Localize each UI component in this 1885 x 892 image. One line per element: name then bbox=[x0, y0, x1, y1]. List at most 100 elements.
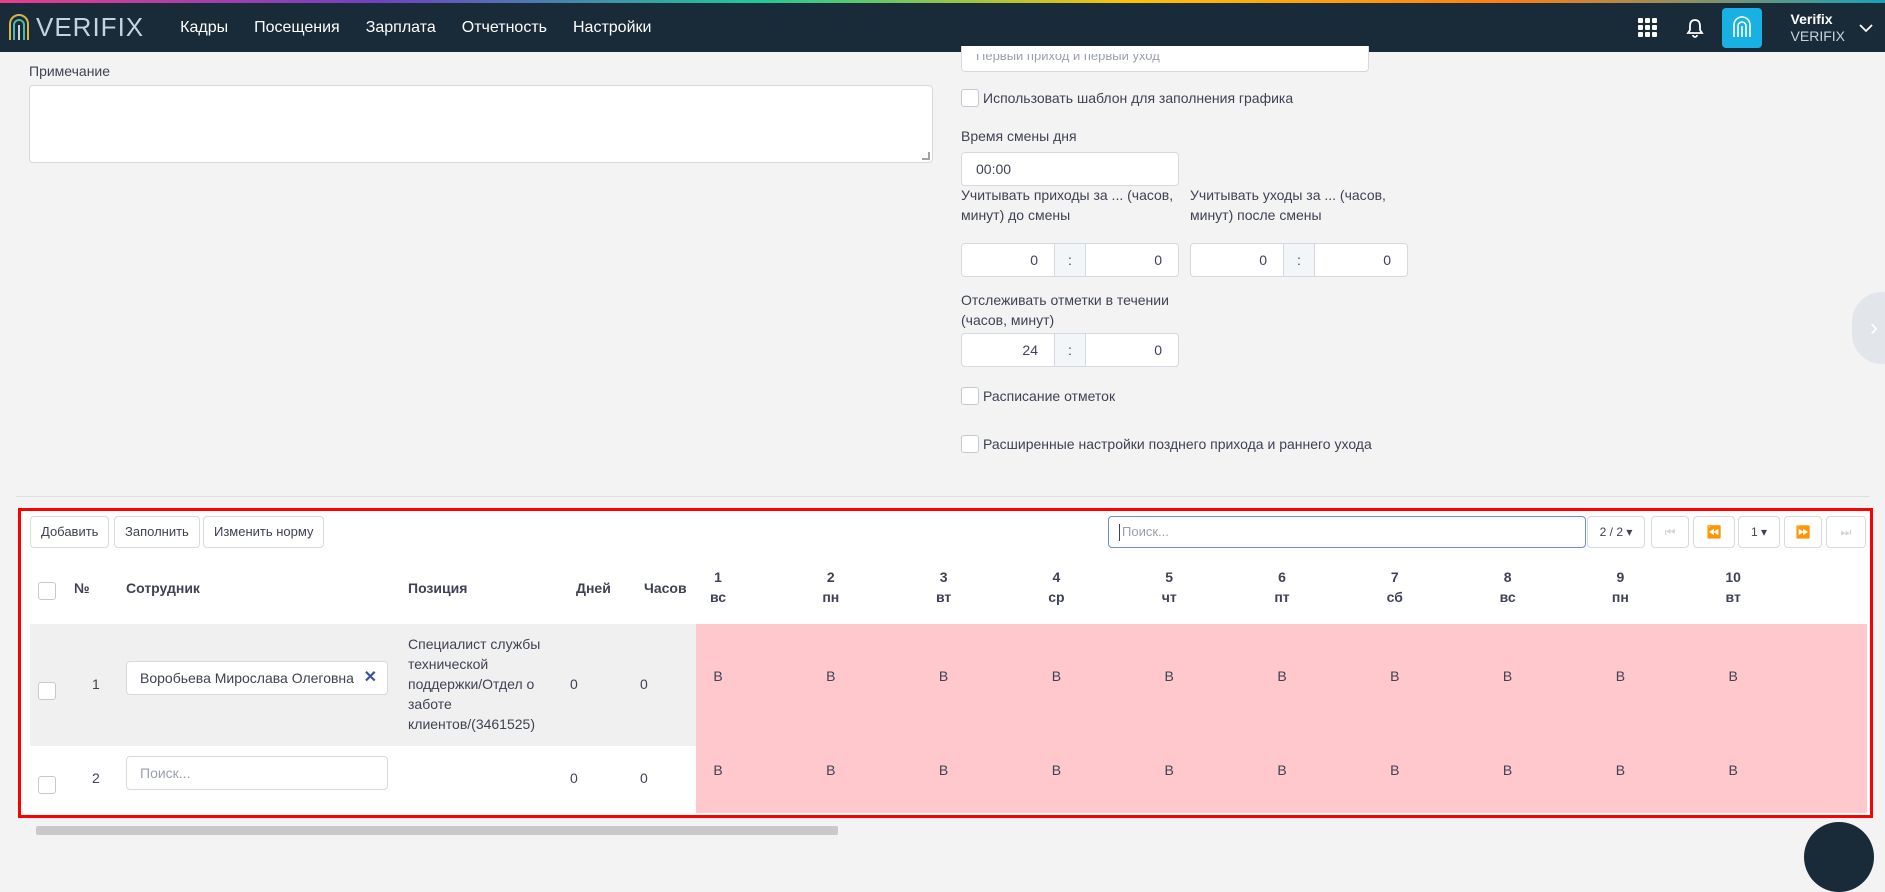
app-logo[interactable]: VERIFIX bbox=[6, 3, 144, 52]
day-header-4[interactable]: 4 ср bbox=[1048, 569, 1065, 605]
day-cell[interactable]: В bbox=[1502, 668, 1513, 684]
departures-label-line1: Учитывать уходы за ... (часов, bbox=[1190, 187, 1386, 203]
track-minutes-input[interactable]: 0 bbox=[1085, 333, 1179, 367]
page-count-dropdown[interactable]: 2 / 2 ▾ bbox=[1587, 516, 1645, 548]
apps-grid-icon[interactable] bbox=[1637, 17, 1658, 38]
day-cell[interactable]: В bbox=[1615, 668, 1626, 684]
arrivals-label-line2: минут) до смены bbox=[961, 207, 1071, 223]
arrivals-colon: : bbox=[1055, 243, 1085, 277]
day-cell[interactable]: В bbox=[1390, 668, 1400, 684]
arrivals-minutes-input[interactable]: 0 bbox=[1085, 243, 1179, 277]
col-position-header[interactable]: Позиция bbox=[408, 580, 468, 596]
track-colon: : bbox=[1055, 333, 1085, 367]
change-norm-button[interactable]: Изменить норму bbox=[203, 516, 325, 548]
add-button[interactable]: Добавить bbox=[30, 516, 110, 548]
marks-mode-select[interactable]: Первый приход и первый уход bbox=[961, 46, 1369, 72]
day-header-6[interactable]: 6 пт bbox=[1274, 569, 1290, 605]
day-cell[interactable]: В bbox=[1164, 762, 1174, 778]
day-cell[interactable]: В bbox=[1615, 762, 1626, 778]
day-cell[interactable]: В bbox=[713, 668, 723, 684]
table-row: 1 Воробьева Мирослава Олеговна ✕ Специал… bbox=[30, 624, 1867, 746]
advanced-settings-label: Расширенные настройки позднего прихода и… bbox=[983, 436, 1372, 452]
day-cell[interactable]: В bbox=[826, 668, 836, 684]
prev-page-button[interactable]: ⏪ bbox=[1693, 516, 1735, 548]
day-cell[interactable]: В bbox=[1051, 762, 1062, 778]
top-color-stripe bbox=[0, 0, 1885, 3]
day-cell[interactable]: В bbox=[1390, 762, 1400, 778]
day-cell[interactable]: В bbox=[1051, 668, 1062, 684]
track-hours-input[interactable]: 24 bbox=[961, 333, 1055, 367]
shift-time-input[interactable]: 00:00 bbox=[961, 152, 1179, 186]
day-header-5[interactable]: 5 чт bbox=[1161, 569, 1177, 605]
day-header-3[interactable]: 3 вт bbox=[935, 569, 952, 605]
day-cell[interactable]: В bbox=[1728, 668, 1738, 684]
day-cell[interactable]: В bbox=[713, 762, 723, 778]
departures-hours-input[interactable]: 0 bbox=[1190, 243, 1284, 277]
col-days-header[interactable]: Дней bbox=[576, 580, 611, 596]
table-search-input[interactable]: Поиск... bbox=[1108, 516, 1586, 548]
day-cell[interactable]: В bbox=[826, 762, 836, 778]
day-header-7[interactable]: 7 сб bbox=[1386, 569, 1403, 605]
departures-minutes-input[interactable]: 0 bbox=[1314, 243, 1408, 277]
section-divider bbox=[16, 496, 1870, 497]
marks-mode-value: Первый приход и первый уход bbox=[976, 48, 1160, 63]
page-select[interactable]: 1 ▾ bbox=[1738, 516, 1780, 548]
top-navbar: VERIFIX Кадры Посещения Зарплата Отчетно… bbox=[0, 3, 1885, 52]
day-header-9[interactable]: 9 пн bbox=[1611, 569, 1629, 605]
next-page-button[interactable]: ⏩ bbox=[1784, 516, 1822, 548]
day-cell[interactable]: В bbox=[1277, 668, 1287, 684]
side-panel-toggle[interactable]: › bbox=[1852, 292, 1885, 364]
nav-item-attendance[interactable]: Посещения bbox=[254, 18, 340, 36]
col-num-header: № bbox=[74, 580, 90, 596]
employee-name: Воробьева Мирослава Олеговна bbox=[140, 670, 354, 686]
day-cell[interactable]: В bbox=[938, 762, 949, 778]
day-cell[interactable]: В bbox=[1728, 762, 1738, 778]
schedule-marks-checkbox[interactable] bbox=[961, 387, 979, 405]
day-cell[interactable]: В bbox=[938, 668, 949, 684]
fill-button[interactable]: Заполнить bbox=[114, 516, 200, 548]
day-cell[interactable]: В bbox=[1277, 762, 1287, 778]
user-menu[interactable]: Verifix VERIFIX bbox=[1791, 11, 1845, 45]
col-hours-header[interactable]: Часов bbox=[644, 580, 687, 596]
nav-item-settings[interactable]: Настройки bbox=[572, 18, 652, 36]
use-template-label: Использовать шаблон для заполнения графи… bbox=[983, 90, 1294, 106]
user-org: VERIFIX bbox=[1790, 27, 1845, 44]
employee-search-placeholder: Поиск... bbox=[140, 765, 191, 781]
fingerprint-icon bbox=[1732, 15, 1751, 37]
user-name: Verifix bbox=[1790, 10, 1833, 27]
first-page-button[interactable]: ⏮ bbox=[1651, 516, 1689, 548]
avatar[interactable] bbox=[1721, 7, 1762, 48]
hours-value: 0 bbox=[640, 770, 648, 786]
note-textarea[interactable] bbox=[29, 85, 933, 163]
use-template-checkbox[interactable] bbox=[961, 89, 979, 107]
day-header-2[interactable]: 2 пн bbox=[822, 569, 840, 605]
table-header: № Сотрудник Позиция Дней Часов 1 вс 2 пн 3 вт… bbox=[30, 554, 1867, 624]
day-header-8[interactable]: 8 вс bbox=[1499, 569, 1516, 605]
employee-field[interactable]: Воробьева Мирослава Олеговна ✕ bbox=[126, 661, 388, 695]
row-checkbox[interactable] bbox=[38, 776, 56, 794]
schedule-table-panel: Добавить Заполнить Изменить норму Поиск.… bbox=[18, 508, 1873, 818]
chevron-right-icon: › bbox=[1870, 314, 1878, 341]
employee-search-input[interactable]: Поиск... bbox=[126, 756, 388, 790]
day-header-10[interactable]: 10 вт bbox=[1725, 569, 1741, 605]
last-page-button[interactable]: ⏭ bbox=[1826, 516, 1866, 548]
arrivals-hours-input[interactable]: 0 bbox=[961, 243, 1055, 277]
row-checkbox[interactable] bbox=[38, 682, 56, 700]
resize-handle-icon[interactable] bbox=[922, 152, 930, 160]
bell-icon[interactable] bbox=[1685, 18, 1705, 38]
nav-item-reports[interactable]: Отчетность bbox=[461, 18, 547, 36]
col-employee-header[interactable]: Сотрудник bbox=[126, 580, 200, 596]
day-cell[interactable]: В bbox=[1502, 762, 1513, 778]
arrivals-label-line1: Учитывать приходы за ... (часов, bbox=[961, 187, 1174, 203]
clear-icon[interactable]: ✕ bbox=[363, 669, 377, 686]
advanced-settings-checkbox[interactable] bbox=[961, 435, 979, 453]
nav-item-salary[interactable]: Зарплата bbox=[365, 18, 436, 36]
day-header-1[interactable]: 1 вс bbox=[709, 569, 727, 605]
horizontal-scrollbar[interactable] bbox=[36, 826, 838, 835]
day-cell[interactable]: В bbox=[1164, 668, 1174, 684]
nav-item-hr[interactable]: Кадры bbox=[180, 18, 229, 36]
logo-text: VERIFIX bbox=[36, 12, 145, 42]
select-all-checkbox[interactable] bbox=[38, 582, 56, 600]
chevron-down-icon[interactable] bbox=[1859, 23, 1873, 33]
chat-widget-button[interactable] bbox=[1804, 822, 1874, 892]
